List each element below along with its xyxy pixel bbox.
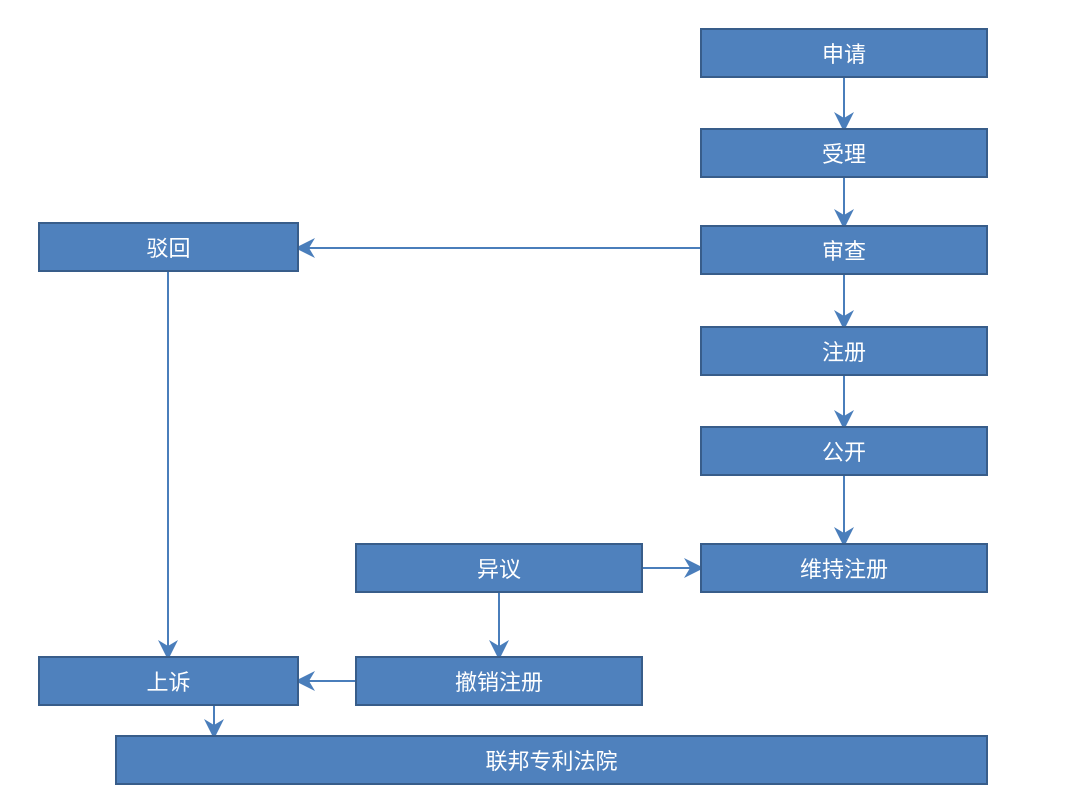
flowchart-node-apply: 申请	[700, 28, 988, 78]
node-label: 受理	[822, 137, 866, 169]
flowchart-node-cancel: 撤销注册	[355, 656, 643, 706]
flowchart-node-maintain: 维持注册	[700, 543, 988, 593]
node-label: 联邦专利法院	[485, 744, 617, 776]
flowchart-node-accept: 受理	[700, 128, 988, 178]
node-label: 撤销注册	[455, 665, 543, 697]
node-label: 维持注册	[800, 552, 888, 584]
node-label: 上诉	[146, 665, 190, 697]
flowchart-node-reject: 驳回	[38, 222, 299, 272]
node-label: 注册	[822, 335, 866, 367]
flowchart-node-appeal: 上诉	[38, 656, 299, 706]
flowchart-node-objection: 异议	[355, 543, 643, 593]
node-label: 驳回	[146, 231, 190, 263]
flowchart-node-register: 注册	[700, 326, 988, 376]
node-label: 审查	[822, 234, 866, 266]
node-label: 公开	[822, 435, 866, 467]
flowchart-node-publish: 公开	[700, 426, 988, 476]
flowchart-node-examine: 审查	[700, 225, 988, 275]
node-label: 异议	[477, 552, 521, 584]
node-label: 申请	[822, 37, 866, 69]
flowchart-node-court: 联邦专利法院	[115, 735, 988, 785]
